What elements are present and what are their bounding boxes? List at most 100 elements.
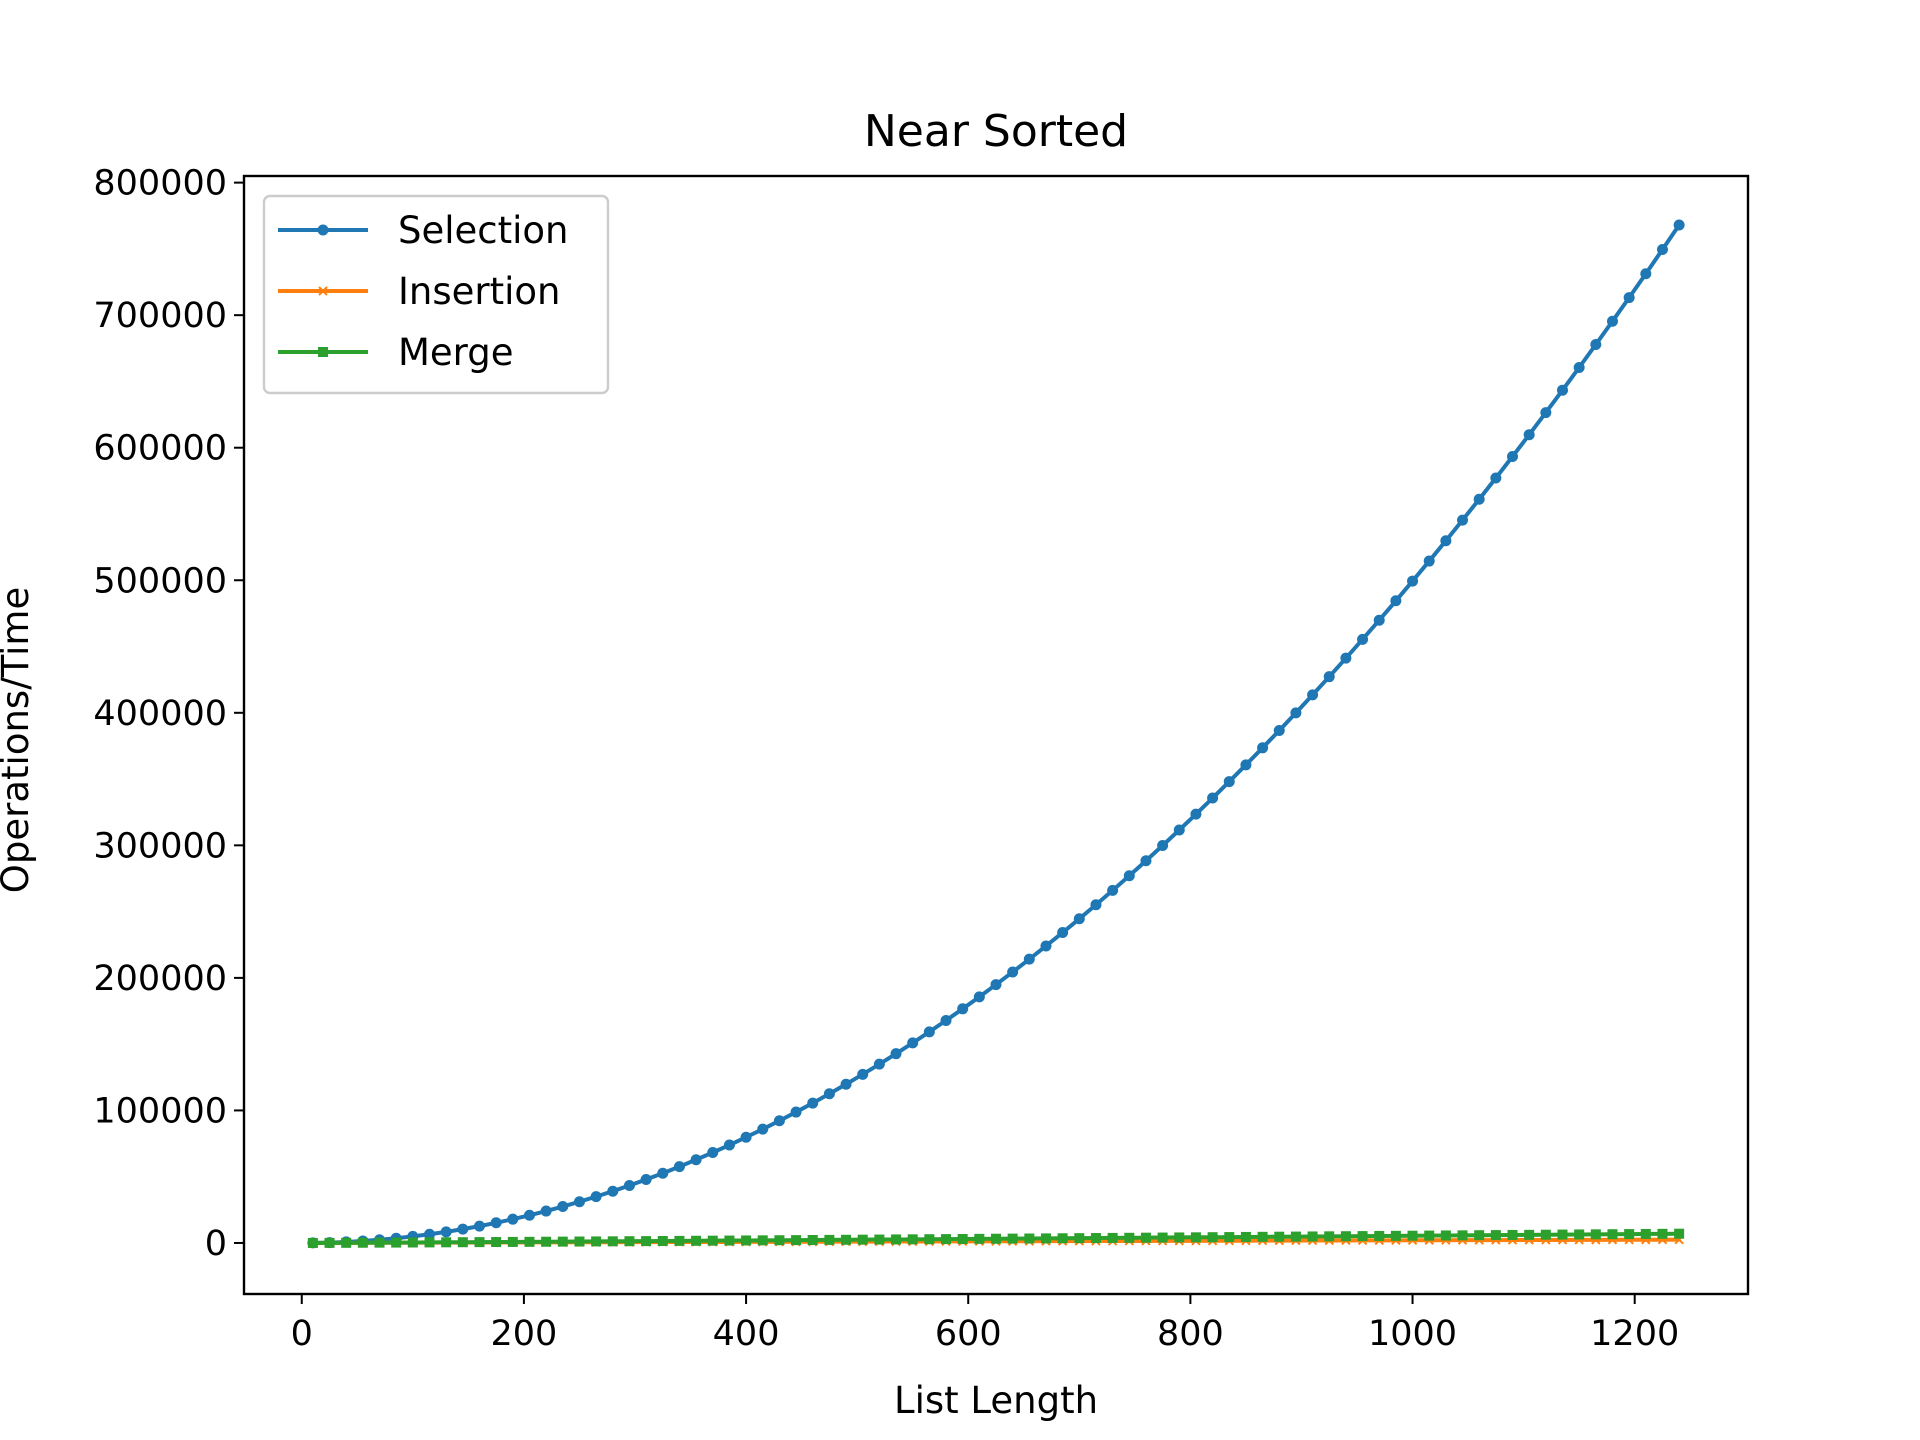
x-tick-label: 400: [713, 1314, 780, 1354]
data-point-selection: [607, 1185, 619, 1197]
data-point-merge: [1090, 1233, 1101, 1244]
data-point-selection: [623, 1180, 635, 1192]
data-point-selection: [857, 1068, 869, 1080]
data-point-selection: [790, 1106, 802, 1118]
data-point-merge: [607, 1236, 618, 1247]
legend-marker: [318, 286, 328, 296]
data-point-selection: [590, 1191, 602, 1203]
data-point-merge: [1357, 1231, 1368, 1242]
data-point-merge: [1424, 1230, 1435, 1241]
data-point-selection: [973, 991, 985, 1003]
data-point-selection: [1140, 855, 1152, 867]
x-tick-label: 800: [1157, 1314, 1224, 1354]
x-tick-label: 1200: [1590, 1314, 1679, 1354]
data-point-selection: [1323, 671, 1335, 683]
x-tick-label: 200: [491, 1314, 558, 1354]
data-point-selection: [1407, 575, 1419, 587]
data-point-selection: [1473, 493, 1485, 505]
data-point-merge: [907, 1234, 918, 1245]
data-point-merge: [1490, 1230, 1501, 1241]
data-point-selection: [1606, 315, 1618, 327]
data-point-selection: [1656, 244, 1668, 256]
data-point-merge: [957, 1233, 968, 1244]
y-axis-label: Operations/Time: [0, 587, 37, 893]
data-point-selection: [1640, 268, 1652, 280]
legend-item-selection: Selection: [278, 209, 569, 252]
data-point-merge: [707, 1235, 718, 1246]
y-axis: 0 100000 200000 300000 400000 500000 600000 700…: [93, 164, 244, 1264]
data-point-selection: [1673, 219, 1685, 231]
data-point-selection: [1090, 899, 1102, 911]
x-tick-label: 1000: [1368, 1314, 1457, 1354]
data-point-merge: [724, 1235, 735, 1246]
data-point-merge: [941, 1234, 952, 1245]
data-point-selection: [1457, 514, 1469, 526]
x-tick-label: 600: [935, 1314, 1002, 1354]
data-point-merge: [1124, 1232, 1135, 1243]
data-point-selection: [1123, 870, 1135, 882]
data-point-merge: [1407, 1230, 1418, 1241]
legend: Selection Insertion Merge: [262, 194, 610, 395]
data-point-selection: [640, 1174, 652, 1186]
data-point-merge: [807, 1235, 818, 1246]
data-point-selection: [1157, 840, 1169, 852]
data-point-merge: [1324, 1231, 1335, 1242]
data-point-merge: [1440, 1230, 1451, 1241]
data-point-merge: [1307, 1231, 1318, 1242]
data-point-selection: [890, 1048, 902, 1060]
data-point-selection: [923, 1026, 935, 1038]
data-point-merge: [491, 1237, 502, 1248]
data-point-merge: [1524, 1229, 1535, 1240]
data-point-selection: [557, 1201, 569, 1213]
data-point-merge: [307, 1237, 318, 1248]
data-point-merge: [841, 1234, 852, 1245]
data-point-merge: [541, 1236, 552, 1247]
data-point-merge: [424, 1237, 435, 1248]
data-point-merge: [557, 1236, 568, 1247]
legend-entries: Selection Insertion Merge: [278, 209, 569, 374]
y-tick-label: 100000: [93, 1091, 227, 1131]
data-point-merge: [641, 1236, 652, 1247]
data-point-merge: [1190, 1232, 1201, 1243]
data-point-merge: [1257, 1231, 1268, 1242]
data-point-selection: [1523, 429, 1535, 441]
data-point-merge: [691, 1235, 702, 1246]
y-tick-label: 600000: [93, 429, 227, 469]
data-point-selection: [757, 1123, 769, 1135]
data-point-selection: [907, 1037, 919, 1049]
y-tick-label: 500000: [93, 561, 227, 601]
data-point-selection: [1207, 792, 1219, 804]
data-point-merge: [741, 1235, 752, 1246]
data-point-merge: [674, 1235, 685, 1246]
data-point-selection: [1623, 292, 1635, 304]
data-point-merge: [1007, 1233, 1018, 1244]
legend-label: Merge: [398, 331, 514, 374]
data-point-merge: [324, 1237, 335, 1248]
data-point-selection: [1390, 595, 1402, 607]
data-point-merge: [874, 1234, 885, 1245]
data-point-selection: [690, 1154, 702, 1166]
data-point-merge: [924, 1234, 935, 1245]
y-tick-label: 400000: [93, 694, 227, 734]
data-point-merge: [591, 1236, 602, 1247]
data-point-merge: [524, 1236, 535, 1247]
data-point-merge: [1040, 1233, 1051, 1244]
data-point-merge: [407, 1237, 418, 1248]
data-point-selection: [673, 1161, 685, 1173]
legend-item-insertion: Insertion: [278, 270, 561, 313]
data-point-merge: [357, 1237, 368, 1248]
series-layer: [307, 219, 1685, 1249]
legend-marker: [317, 224, 329, 236]
plot-frame: [242, 174, 1750, 1296]
legend-label: Insertion: [398, 270, 561, 313]
y-tick-label: 300000: [93, 826, 227, 866]
series-merge: [307, 1228, 1685, 1248]
data-point-merge: [1557, 1229, 1568, 1240]
data-point-selection: [1223, 776, 1235, 788]
data-point-merge: [391, 1237, 402, 1248]
data-point-selection: [507, 1213, 519, 1225]
data-point-merge: [1290, 1231, 1301, 1242]
data-point-merge: [1274, 1231, 1285, 1242]
y-tick-label: 0: [205, 1224, 227, 1264]
